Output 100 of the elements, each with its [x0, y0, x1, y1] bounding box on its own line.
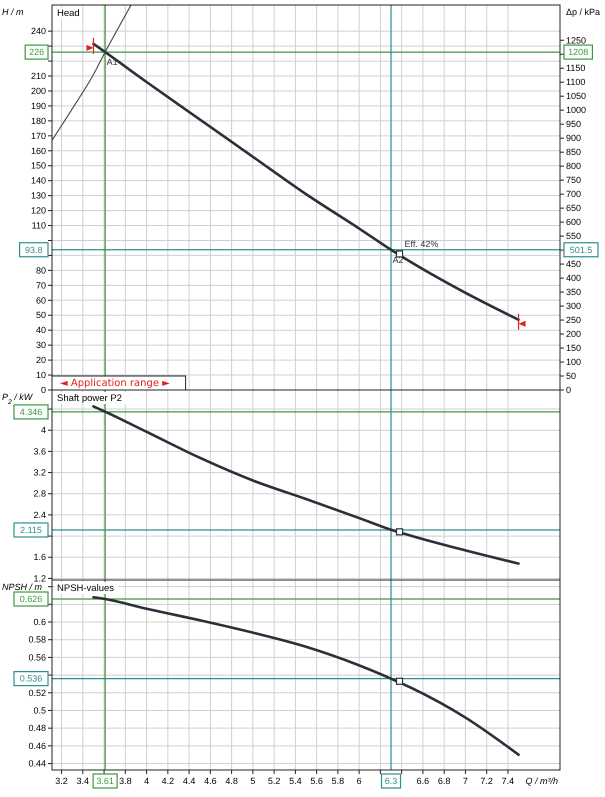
line-series [51, 5, 132, 141]
y-tick-label: 0.48 [28, 723, 46, 734]
annotation: 1208 [568, 47, 588, 58]
y-tick-label: 2.8 [33, 488, 46, 499]
ref-line-label: 0.626 [20, 594, 42, 604]
y2-tick-label: 150 [566, 343, 582, 354]
y-tick-label: 130 [30, 190, 46, 201]
ref-line-label: 0.536 [20, 674, 42, 684]
y-tick-label: 200 [30, 86, 46, 96]
y-tick-label: 80 [36, 265, 46, 276]
x-tick-label: 4.4 [182, 776, 196, 786]
y2-tick-label: 250 [566, 315, 582, 326]
chart-title: Head [57, 8, 80, 19]
annotation: ◄ Application range ► [60, 378, 170, 389]
y2-tick-label: 350 [566, 287, 582, 298]
chart-title: NPSH-values [57, 583, 114, 594]
y2-tick-label: 600 [566, 217, 582, 228]
y-axis-title: H / m [2, 7, 24, 17]
y-tick-label: 0.6 [33, 617, 46, 628]
x-tick-label: 4.8 [225, 776, 238, 786]
y2-tick-label: 1150 [566, 63, 586, 74]
annotation: 501.5 [570, 244, 592, 255]
y-tick-label: 160 [30, 146, 46, 156]
y-tick-label: 50 [36, 310, 46, 320]
y-tick-label: 170 [30, 130, 46, 141]
y2-tick-label: 1050 [566, 91, 586, 102]
y-tick-label: 0.52 [28, 688, 46, 698]
y2-tick-label: 450 [566, 259, 582, 270]
y2-tick-label: 800 [566, 161, 582, 172]
y2-tick-label: 300 [566, 301, 582, 312]
y2-tick-label: 850 [566, 147, 582, 158]
x-tick-label: 6 [356, 776, 362, 786]
x-tick-label: 4.2 [162, 776, 174, 786]
y2-tick-label: 50 [566, 371, 576, 382]
y-tick-label: 2.4 [33, 510, 46, 520]
y2-tick-label: 0 [566, 385, 572, 395]
y-tick-label: 180 [30, 116, 46, 126]
x-tick-label: 7.2 [480, 776, 493, 786]
y2-tick-label: 550 [566, 231, 582, 242]
annotation: A2 [392, 254, 404, 265]
y2-tick-label: 1250 [566, 35, 586, 46]
ref-line-label: 2.115 [20, 524, 42, 535]
x-tick-label: 5.4 [289, 776, 302, 786]
x-tick-label: 4.6 [204, 776, 217, 786]
x-tick-label: 3.8 [119, 776, 132, 786]
y2-tick-label: 400 [566, 273, 582, 284]
x-tick-label: 4 [144, 776, 150, 786]
y-tick-label: 240 [30, 26, 46, 36]
y-tick-label: 3.6 [33, 446, 46, 456]
y-tick-label: 0.44 [28, 758, 46, 769]
y-tick-label: 210 [30, 71, 46, 82]
y-tick-label: 30 [36, 340, 46, 350]
line-series [92, 405, 520, 565]
line-series [92, 596, 520, 756]
y-tick-label: 0.58 [28, 634, 46, 645]
x-tick-label: 5.2 [268, 776, 280, 786]
ref-line-label: 6.3 [384, 776, 398, 786]
y2-tick-label: 100 [566, 357, 582, 368]
y-tick-label: 140 [30, 176, 46, 186]
y2-tick-label: 700 [566, 189, 582, 200]
y-axis-title: NPSH / m [2, 582, 43, 592]
y2-tick-label: 200 [566, 329, 582, 340]
y-tick-label: 0.5 [33, 705, 46, 716]
y-tick-label: 190 [30, 100, 46, 111]
x-tick-label: 6.8 [438, 776, 450, 786]
y-tick-label: 3.2 [33, 468, 46, 478]
y-tick-label: 110 [32, 220, 46, 231]
y2-tick-label: 1000 [566, 105, 586, 116]
x-tick-label: 3.4 [76, 776, 90, 786]
y-tick-label: 20 [36, 355, 46, 366]
ref-line-label: 93.8 [25, 244, 43, 255]
ref-line-label: 226 [29, 47, 44, 58]
y-tick-label: 0.56 [28, 652, 46, 662]
y2-tick-label: 900 [566, 133, 582, 144]
y-tick-label: 120 [30, 206, 46, 216]
y-tick-label: 1.6 [33, 552, 46, 562]
y2-tick-label: 750 [566, 175, 582, 186]
x-tick-label: 7 [462, 776, 468, 786]
y-tick-label: 0.46 [28, 740, 46, 751]
y-tick-label: 10 [36, 370, 46, 380]
y-tick-label: 1.2 [33, 573, 46, 584]
y-tick-label: 150 [30, 160, 46, 171]
y2-tick-label: 1100 [566, 77, 586, 88]
y-tick-label: 40 [36, 325, 46, 336]
y2-tick-label: 650 [566, 203, 582, 214]
x-tick-label: 3.2 [55, 776, 68, 786]
ref-line-label: 3.61 [96, 776, 114, 786]
y-tick-label: 70 [36, 280, 46, 290]
y-tick-label: 0 [40, 385, 46, 395]
y-tick-label: 60 [36, 295, 46, 306]
annotation: Eff. 42% [404, 238, 438, 249]
x-tick-label: 6.6 [416, 776, 430, 786]
x-tick-label: 5.6 [310, 776, 323, 786]
x-axis-title: Q / m³/h [525, 776, 558, 786]
chart-title: Shaft power P2 [57, 393, 122, 404]
annotation: A1 [106, 57, 118, 68]
y2-axis-title: Δp / kPa [566, 7, 600, 17]
ref-line-label: 4.346 [20, 406, 42, 417]
x-tick-label: 7.4 [502, 776, 514, 786]
y-axis-title: P$_{2}$ / kW [2, 392, 34, 406]
